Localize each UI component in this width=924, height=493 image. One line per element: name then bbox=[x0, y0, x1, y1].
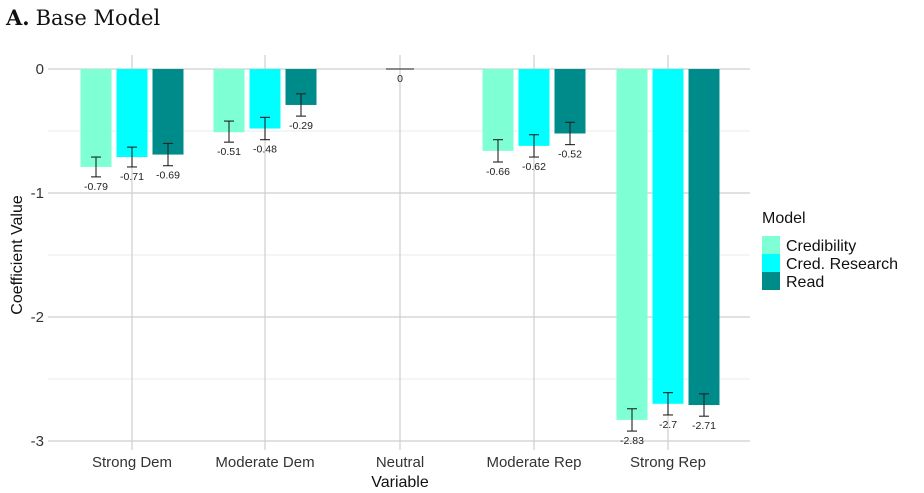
x-tick-label: Moderate Rep bbox=[486, 454, 581, 471]
legend-swatch bbox=[762, 272, 780, 290]
x-tick-label: Strong Rep bbox=[630, 454, 706, 471]
data-label: -2.7 bbox=[659, 419, 677, 431]
legend-label: Read bbox=[786, 274, 824, 291]
bar-strong-dem-0 bbox=[80, 69, 112, 167]
x-axis-title: Variable bbox=[371, 474, 429, 491]
legend-swatch bbox=[762, 236, 780, 254]
legend-label: Credibility bbox=[786, 238, 856, 255]
data-label: -0.79 bbox=[84, 181, 108, 193]
data-label: -0.29 bbox=[289, 120, 313, 132]
data-label: -0.71 bbox=[120, 171, 144, 183]
y-axis-title: Coefficient Value bbox=[9, 195, 26, 315]
bar-moderate-rep-1 bbox=[518, 69, 550, 146]
legend-title: Model bbox=[762, 210, 806, 227]
y-tick-label: -3 bbox=[31, 433, 44, 450]
data-label: 0 bbox=[397, 73, 403, 85]
bar-strong-rep-0 bbox=[616, 69, 648, 420]
error-bars bbox=[91, 93, 709, 432]
data-labels: -0.79 -0.71 -0.69 -0.51 -0.48 -0.29 0 -0.66 -0.6… bbox=[84, 73, 716, 447]
data-label: -0.69 bbox=[156, 170, 180, 182]
x-tick-label: Neutral bbox=[376, 454, 424, 471]
bar-strong-rep-2 bbox=[688, 69, 720, 406]
x-tick-labels: Strong Dem Moderate Dem Neutral Moderate Re… bbox=[92, 454, 706, 471]
bar-moderate-rep-0 bbox=[482, 69, 514, 151]
bar-strong-dem-1 bbox=[116, 69, 148, 158]
bar-strong-dem-2 bbox=[152, 69, 184, 155]
data-label: -0.66 bbox=[486, 166, 510, 178]
panel-letter: A. bbox=[5, 5, 30, 30]
panel-title: A. Base Model bbox=[5, 5, 160, 30]
y-tick-labels: 0 -1 -2 -3 bbox=[31, 61, 44, 450]
x-tick-label: Strong Dem bbox=[92, 454, 172, 471]
y-tick-label: -2 bbox=[31, 309, 44, 326]
data-label: -2.71 bbox=[692, 420, 716, 432]
panel-title-text: Base Model bbox=[36, 6, 161, 30]
data-label: -0.62 bbox=[522, 161, 546, 173]
x-tick-label: Moderate Dem bbox=[215, 454, 314, 471]
y-tick-label: 0 bbox=[36, 61, 44, 78]
bar-strong-rep-1 bbox=[652, 69, 684, 404]
data-label: -0.51 bbox=[217, 146, 241, 158]
y-tick-label: -1 bbox=[31, 185, 44, 202]
data-label: -0.52 bbox=[558, 149, 582, 161]
data-label: -0.48 bbox=[253, 144, 277, 156]
legend-swatch bbox=[762, 254, 780, 272]
legend-label: Cred. Research bbox=[786, 256, 898, 273]
data-label: -2.83 bbox=[620, 435, 644, 447]
